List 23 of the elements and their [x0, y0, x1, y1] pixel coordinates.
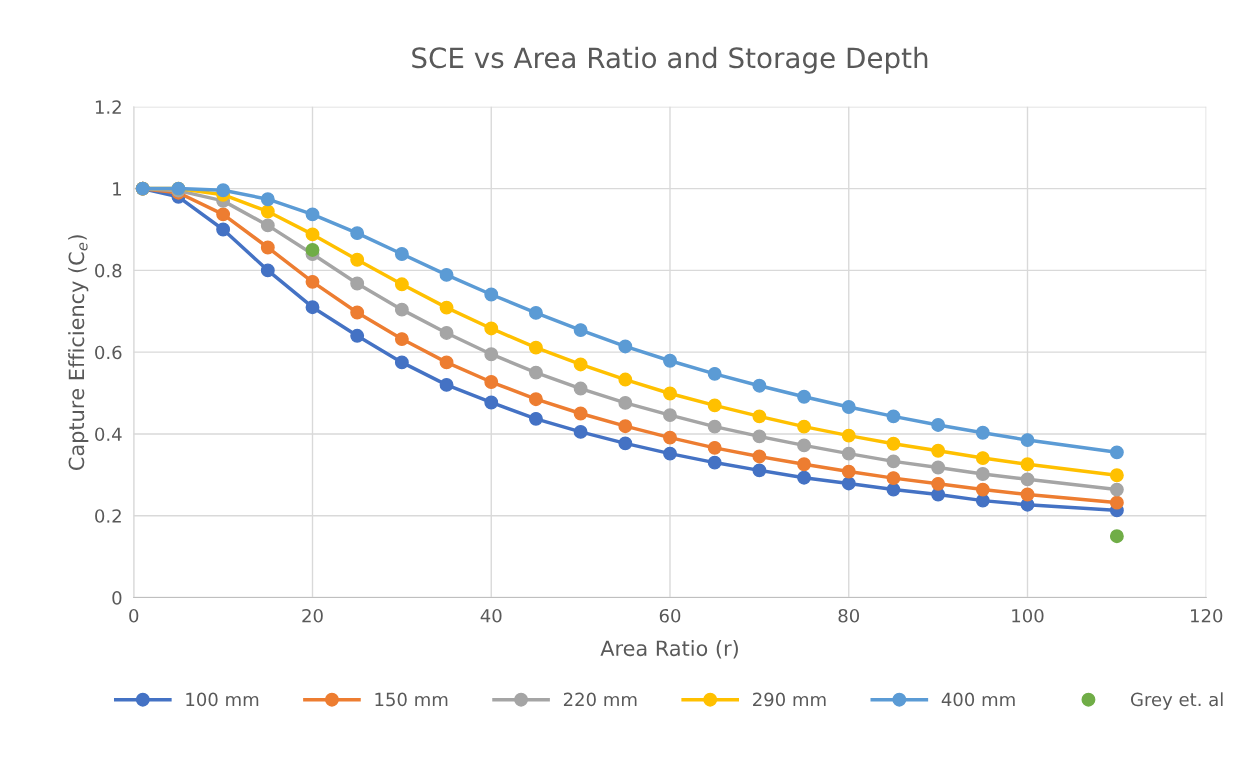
legend-label: Grey et. al: [1130, 692, 1223, 710]
y-tick-label: 0.6: [95, 345, 122, 360]
y-tick-label: 0: [112, 590, 122, 605]
y-tick-label: 0.2: [95, 509, 121, 523]
y-tick-label: 0.8: [95, 263, 122, 278]
chart-title: SCE vs Area Ratio and Storage Depth: [412, 46, 928, 74]
x-tick-label: 80: [838, 608, 860, 623]
x-tick-label: 60: [659, 608, 681, 623]
x-tick-label: 100: [1012, 608, 1044, 623]
y-tick-label: 1: [113, 182, 121, 196]
legend-label: 100 mm: [186, 692, 259, 707]
y-tick-label: 0.4: [95, 427, 122, 442]
y-axis-title: Capture Efficiency (C$_{e}$): [68, 235, 89, 470]
x-tick-label: 120: [1191, 608, 1223, 623]
x-tick-label: 40: [480, 608, 502, 623]
legend-label: 400 mm: [941, 692, 1015, 707]
legend-label: 220 mm: [563, 692, 637, 707]
legend-label: 150 mm: [375, 692, 448, 707]
x-tick-label: 20: [302, 608, 323, 623]
x-tick-label: 0: [129, 608, 139, 623]
legend-label: 290 mm: [753, 692, 826, 707]
x-axis-title: Area Ratio (r): [600, 640, 738, 659]
y-tick-label: 1.2: [95, 100, 121, 114]
